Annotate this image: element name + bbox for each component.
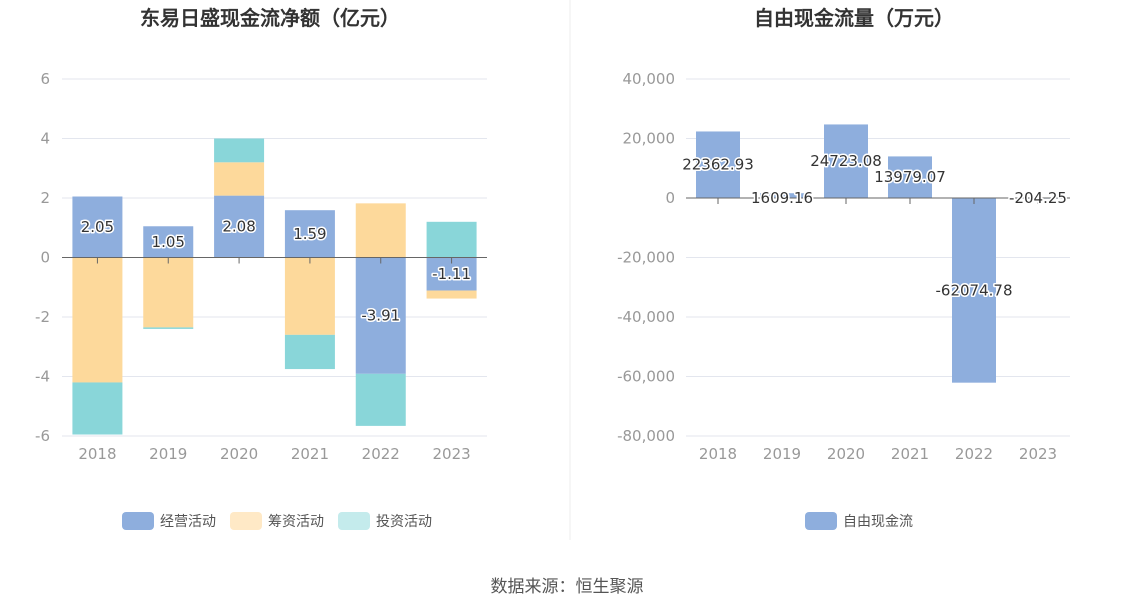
y-tick-label: -80,000 xyxy=(617,427,675,445)
legend-item-投资活动[interactable]: 投资活动 xyxy=(338,512,432,530)
y-tick-label: 2 xyxy=(40,189,50,207)
y-tick-label: -60,000 xyxy=(617,368,675,386)
legend-swatch xyxy=(122,512,154,530)
bar-经营活动-2018[interactable] xyxy=(72,196,123,258)
data-label: -3.91 xyxy=(361,307,400,325)
y-tick-label: -20,000 xyxy=(617,249,675,267)
bar-投资活动-2021[interactable] xyxy=(284,334,335,370)
bar-筹资活动-2023[interactable] xyxy=(426,290,477,299)
x-tick-label: 2023 xyxy=(432,445,470,463)
left-data-labels: 2.05 1.05 2.08 1.59 -3.91 -1.11 xyxy=(79,216,472,326)
data-label: -62074.78 xyxy=(936,281,1013,299)
bar-投资活动-2023[interactable] xyxy=(426,221,477,258)
right-gridlines xyxy=(686,78,1070,437)
bar-经营活动-2021[interactable] xyxy=(284,210,335,258)
x-tick-label: 2022 xyxy=(955,445,993,463)
x-tick-label: 2019 xyxy=(149,445,187,463)
data-label: 1.05 xyxy=(152,233,185,251)
source-text: 数据来源：恒生聚源 xyxy=(491,577,644,597)
y-tick-label: -4 xyxy=(35,368,50,386)
y-tick-label: -6 xyxy=(35,427,50,445)
bar-经营活动-2020[interactable] xyxy=(214,195,265,258)
y-tick-label: 0 xyxy=(665,189,675,207)
bar-投资活动-2019[interactable] xyxy=(143,327,194,329)
left-y-axis-ticks: 6 4 2 0 -2 -4 -6 xyxy=(35,70,50,445)
left-x-axis-ticks: 2018 2019 2020 2021 2022 2023 xyxy=(78,257,471,463)
legend-label: 投资活动 xyxy=(376,514,432,530)
right-x-axis-ticks: 2018 2019 2020 2021 2022 2023 xyxy=(699,198,1057,463)
bar-筹资活动-2020[interactable] xyxy=(214,162,265,196)
bar-自由现金流-2022[interactable] xyxy=(952,198,996,383)
legend-item-自由现金流[interactable]: 自由现金流 xyxy=(805,512,913,530)
data-label: 13979.07 xyxy=(874,168,946,186)
data-label: 24723.08 xyxy=(810,152,882,170)
bar-自由现金流-2020[interactable] xyxy=(824,124,868,198)
y-tick-label: -40,000 xyxy=(617,308,675,326)
x-tick-label: 2019 xyxy=(763,445,801,463)
bar-筹资活动-2018[interactable] xyxy=(72,257,123,383)
x-tick-label: 2018 xyxy=(78,445,116,463)
legend-item-筹资活动[interactable]: 筹资活动 xyxy=(230,512,324,530)
data-label: -204.25 xyxy=(1009,189,1067,207)
legend-swatch xyxy=(805,512,837,530)
left-legend[interactable]: 经营活动 筹资活动 投资活动 xyxy=(122,512,432,530)
legend-label: 自由现金流 xyxy=(843,514,913,530)
legend-label: 经营活动 xyxy=(160,514,216,530)
bar-经营活动-2022[interactable] xyxy=(355,257,406,374)
data-label: 2.08 xyxy=(222,218,255,236)
bar-自由现金流-2021[interactable] xyxy=(888,156,932,198)
bar-自由现金流-2019[interactable] xyxy=(760,193,804,198)
y-tick-label: -2 xyxy=(35,308,50,326)
x-tick-label: 2021 xyxy=(291,445,329,463)
x-tick-label: 2023 xyxy=(1019,445,1057,463)
x-tick-label: 2022 xyxy=(362,445,400,463)
data-label: 22362.93 xyxy=(682,156,754,174)
y-tick-label: 40,000 xyxy=(623,70,676,88)
bar-投资活动-2020[interactable] xyxy=(214,138,265,163)
right-legend[interactable]: 自由现金流 xyxy=(805,512,913,530)
y-tick-label: 20,000 xyxy=(623,130,676,148)
left-bars xyxy=(72,138,477,435)
y-tick-label: 0 xyxy=(40,249,50,267)
right-bars xyxy=(696,124,1060,383)
legend-item-经营活动[interactable]: 经营活动 xyxy=(122,512,216,530)
right-chart-title: 自由现金流量（万元） xyxy=(754,6,954,30)
data-label: -1.11 xyxy=(432,265,471,283)
bar-筹资活动-2019[interactable] xyxy=(143,257,194,328)
legend-swatch xyxy=(230,512,262,530)
bar-自由现金流-2018[interactable] xyxy=(696,131,740,198)
y-tick-label: 6 xyxy=(40,70,50,88)
right-y-axis-ticks: 40,000 20,000 0 -20,000 -40,000 -60,000 -80,00… xyxy=(617,70,675,445)
data-label: 1.59 xyxy=(293,225,326,243)
bar-筹资活动-2021[interactable] xyxy=(284,257,335,335)
x-tick-label: 2018 xyxy=(699,445,737,463)
y-tick-label: 4 xyxy=(40,130,50,148)
left-chart-title: 东易日盛现金流净额（亿元） xyxy=(140,6,400,30)
x-tick-label: 2020 xyxy=(220,445,258,463)
bar-筹资活动-2022[interactable] xyxy=(355,203,406,258)
data-label: 2.05 xyxy=(81,218,114,236)
legend-swatch xyxy=(338,512,370,530)
x-tick-label: 2020 xyxy=(827,445,865,463)
bar-投资活动-2022[interactable] xyxy=(355,373,406,426)
data-label: 1609.16 xyxy=(751,189,813,207)
bar-经营活动-2019[interactable] xyxy=(143,226,194,258)
x-tick-label: 2021 xyxy=(891,445,929,463)
legend-label: 筹资活动 xyxy=(268,513,324,530)
bar-投资活动-2018[interactable] xyxy=(72,382,123,435)
